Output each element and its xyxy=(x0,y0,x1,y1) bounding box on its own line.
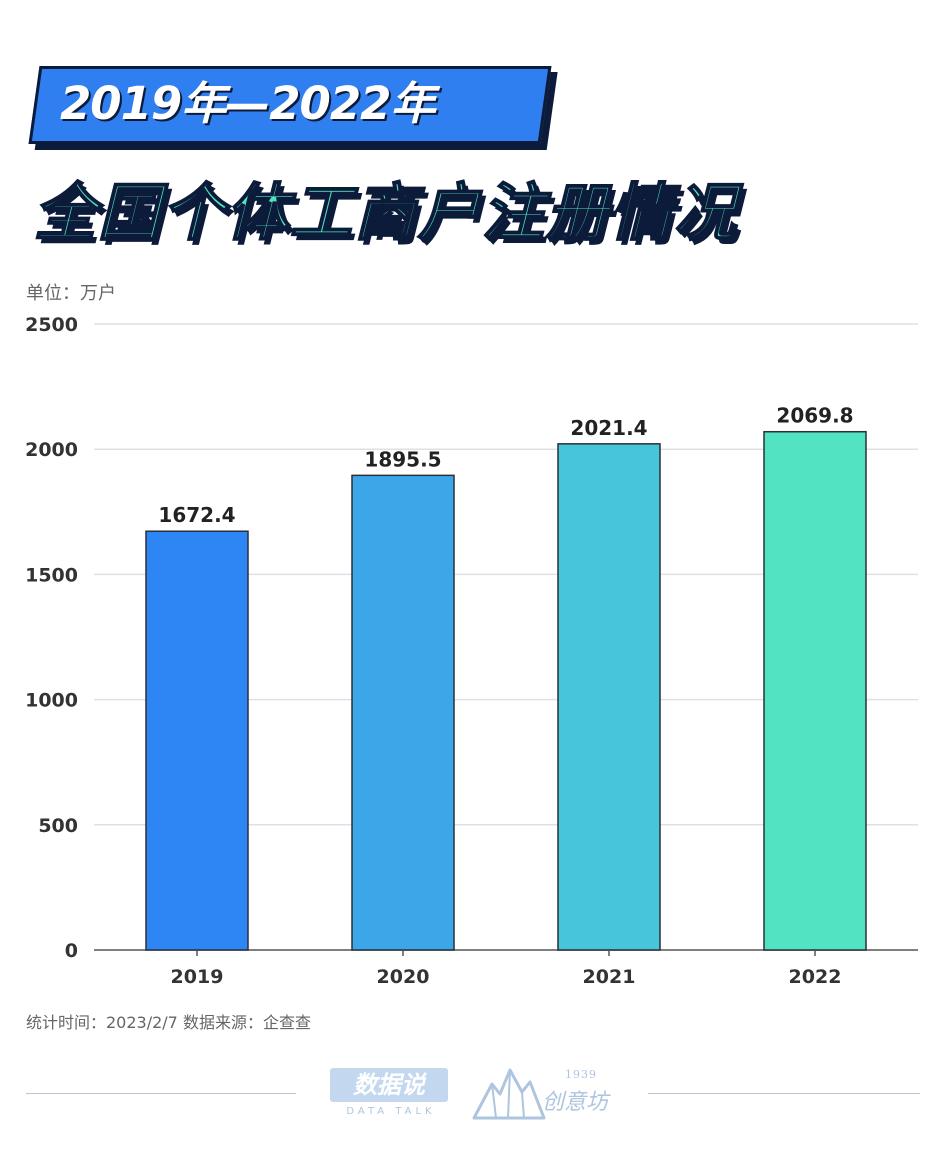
y-tick-label: 1500 xyxy=(25,564,78,586)
data-label: 1672.4 xyxy=(158,503,235,527)
page-title: 全国个体工商户注册情况 xyxy=(33,175,739,250)
data-label: 2069.8 xyxy=(776,404,853,428)
source-note: 统计时间：2023/2/7 数据来源：企查查 xyxy=(26,1013,311,1032)
x-tick-label: 2020 xyxy=(377,966,430,988)
x-tick-label: 2022 xyxy=(789,966,842,988)
data-label: 2021.4 xyxy=(570,416,647,440)
bar xyxy=(557,443,661,951)
chuangyifang-logo: 1939 创意坊 xyxy=(470,1064,620,1124)
data-talk-logo-sub: DATA TALK xyxy=(346,1106,436,1117)
mountain-icon xyxy=(472,1068,546,1120)
bar xyxy=(763,430,867,951)
x-tick-label: 2019 xyxy=(171,966,224,988)
y-tick-label: 2000 xyxy=(25,439,78,461)
footer-divider-left xyxy=(26,1093,296,1094)
unit-label: 单位：万户 xyxy=(26,283,116,304)
y-tick-label: 1000 xyxy=(25,690,78,712)
bar xyxy=(351,474,455,951)
title-banner-text: 2019年—2022年 xyxy=(60,77,435,130)
data-label: 1895.5 xyxy=(364,447,441,471)
y-tick-label: 0 xyxy=(65,940,78,962)
footer-divider-right xyxy=(648,1093,920,1094)
x-tick-label: 2021 xyxy=(583,966,636,988)
logo-name: 创意坊 xyxy=(542,1090,609,1115)
bar-chart: 0 500 1000 1500 2000 2500 1672.4 2019 1895.5 2020… xyxy=(25,314,918,988)
data-talk-logo-main: 数据说 xyxy=(330,1068,448,1102)
y-tick-label: 500 xyxy=(38,815,78,837)
y-tick-label: 2500 xyxy=(25,314,78,336)
data-talk-logo: 数据说 DATA TALK xyxy=(330,1068,452,1124)
logo-year: 1939 xyxy=(565,1068,597,1081)
bar xyxy=(145,530,249,951)
